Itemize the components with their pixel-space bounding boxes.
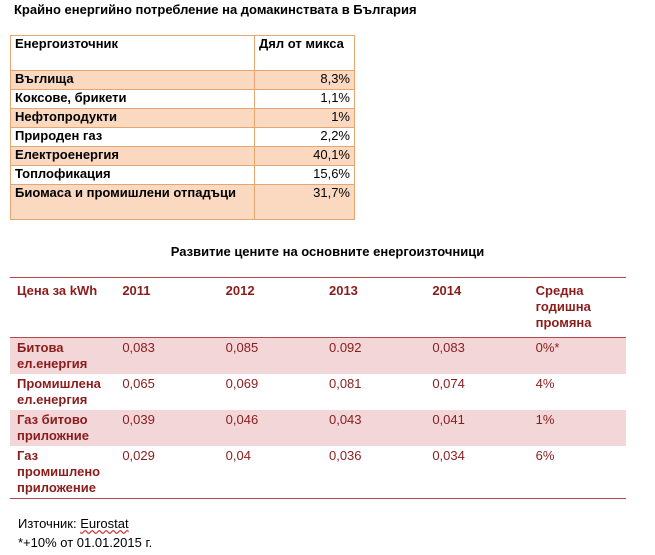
source-line: Източник: Eurostat — [18, 516, 129, 531]
price-value: 0,041 — [425, 410, 529, 446]
energy-source-share: 1% — [254, 108, 355, 128]
energy-source-name: Коксове, брикети — [10, 89, 255, 109]
energy-source-name: Въглища — [10, 70, 255, 90]
table-row: Битова ел.енергия 0,083 0,085 0.092 0,08… — [10, 337, 626, 374]
price-value: 0,036 — [321, 446, 426, 499]
header-year-2013: 2013 — [321, 277, 426, 338]
price-value: 0,039 — [115, 410, 219, 446]
header-year-2012: 2012 — [218, 277, 322, 338]
table-row: Коксове, брикети 1,1% — [10, 89, 355, 109]
energy-source-name: Природен газ — [10, 127, 255, 147]
price-value: 0,069 — [225, 376, 259, 391]
price-value: 0,083 — [425, 337, 529, 374]
source-name: Eurostat — [80, 516, 129, 531]
header-energy-source: Енергоизточник — [10, 35, 255, 71]
price-value: 0,04 — [218, 446, 322, 499]
energy-source-share: 1,1% — [254, 89, 355, 109]
energy-source-share: 8,3% — [254, 70, 355, 90]
price-value: 0,083 — [115, 337, 219, 374]
footnote: *+10% от 01.01.2015 г. — [18, 535, 153, 550]
energy-source-share: 15,6% — [254, 165, 355, 185]
table-row: Биомаса и промишлени отпадъци 31,7% — [10, 184, 355, 220]
energy-source-share: 2,2% — [254, 127, 355, 147]
header-year-2014: 2014 — [425, 277, 529, 338]
price-table: Цена за kWh 2011 2012 2013 2014 Средна г… — [10, 277, 626, 499]
price-value: 0,081 — [328, 376, 362, 391]
table-row: Природен газ 2,2% — [10, 127, 355, 147]
header-avg-annual-change: Средна годишна промяна — [528, 277, 626, 338]
price-row-label: Газ битово приложние — [10, 410, 116, 446]
price-table-title: Развитие цените на основните енергоизточ… — [170, 244, 485, 259]
price-change: 6% — [528, 446, 626, 499]
price-row-label: Промишлена ел.енергия — [17, 376, 101, 407]
consumption-table: Енергоизточник Дял от микса Въглища 8,3%… — [10, 35, 355, 220]
table-row: Газ битово приложние 0,039 0,046 0,043 0… — [10, 410, 626, 446]
price-table-header: Цена за kWh 2011 2012 2013 2014 Средна г… — [10, 277, 626, 338]
energy-source-share: 40,1% — [254, 146, 355, 166]
price-value: 0,085 — [218, 337, 322, 374]
table-row: Топлофикация 15,6% — [10, 165, 355, 185]
energy-source-name: Топлофикация — [10, 165, 255, 185]
header-share: Дял от микса — [254, 35, 355, 71]
price-row-label: Газ промишлено приложение — [10, 446, 116, 499]
price-value: 0,043 — [321, 410, 426, 446]
consumption-table-title: Крайно енергийно потребление на домакинс… — [14, 2, 417, 17]
energy-source-name: Нефтопродукти — [10, 108, 255, 128]
table-row: Нефтопродукти 1% — [10, 108, 355, 128]
price-value: 0,029 — [115, 446, 219, 499]
header-price-per-kwh: Цена за kWh — [10, 277, 116, 338]
price-value: 0.092 — [321, 337, 426, 374]
table-row: Въглища 8,3% — [10, 70, 355, 90]
source-label: Източник: — [18, 516, 81, 531]
table-row: Газ промишлено приложение 0,029 0,04 0,0… — [10, 446, 626, 499]
price-value: 0,046 — [218, 410, 322, 446]
energy-source-share: 31,7% — [254, 184, 355, 220]
price-change: 0%* — [528, 337, 626, 374]
table-row: Промишлена ел.енергия 0,065 0,069 0,081 … — [10, 374, 626, 410]
price-row-label: Битова ел.енергия — [10, 337, 116, 374]
header-year-2011: 2011 — [115, 277, 219, 338]
energy-source-name: Електроенергия — [10, 146, 255, 166]
price-change: 1% — [528, 410, 626, 446]
price-value: 0,034 — [425, 446, 529, 499]
consumption-table-header: Енергоизточник Дял от микса — [10, 35, 355, 71]
price-value: 0,065 — [122, 376, 155, 391]
table-row: Електроенергия 40,1% — [10, 146, 355, 166]
price-value: 0,074 — [432, 376, 465, 391]
energy-source-name: Биомаса и промишлени отпадъци — [10, 184, 255, 220]
price-change: 4% — [535, 376, 555, 391]
